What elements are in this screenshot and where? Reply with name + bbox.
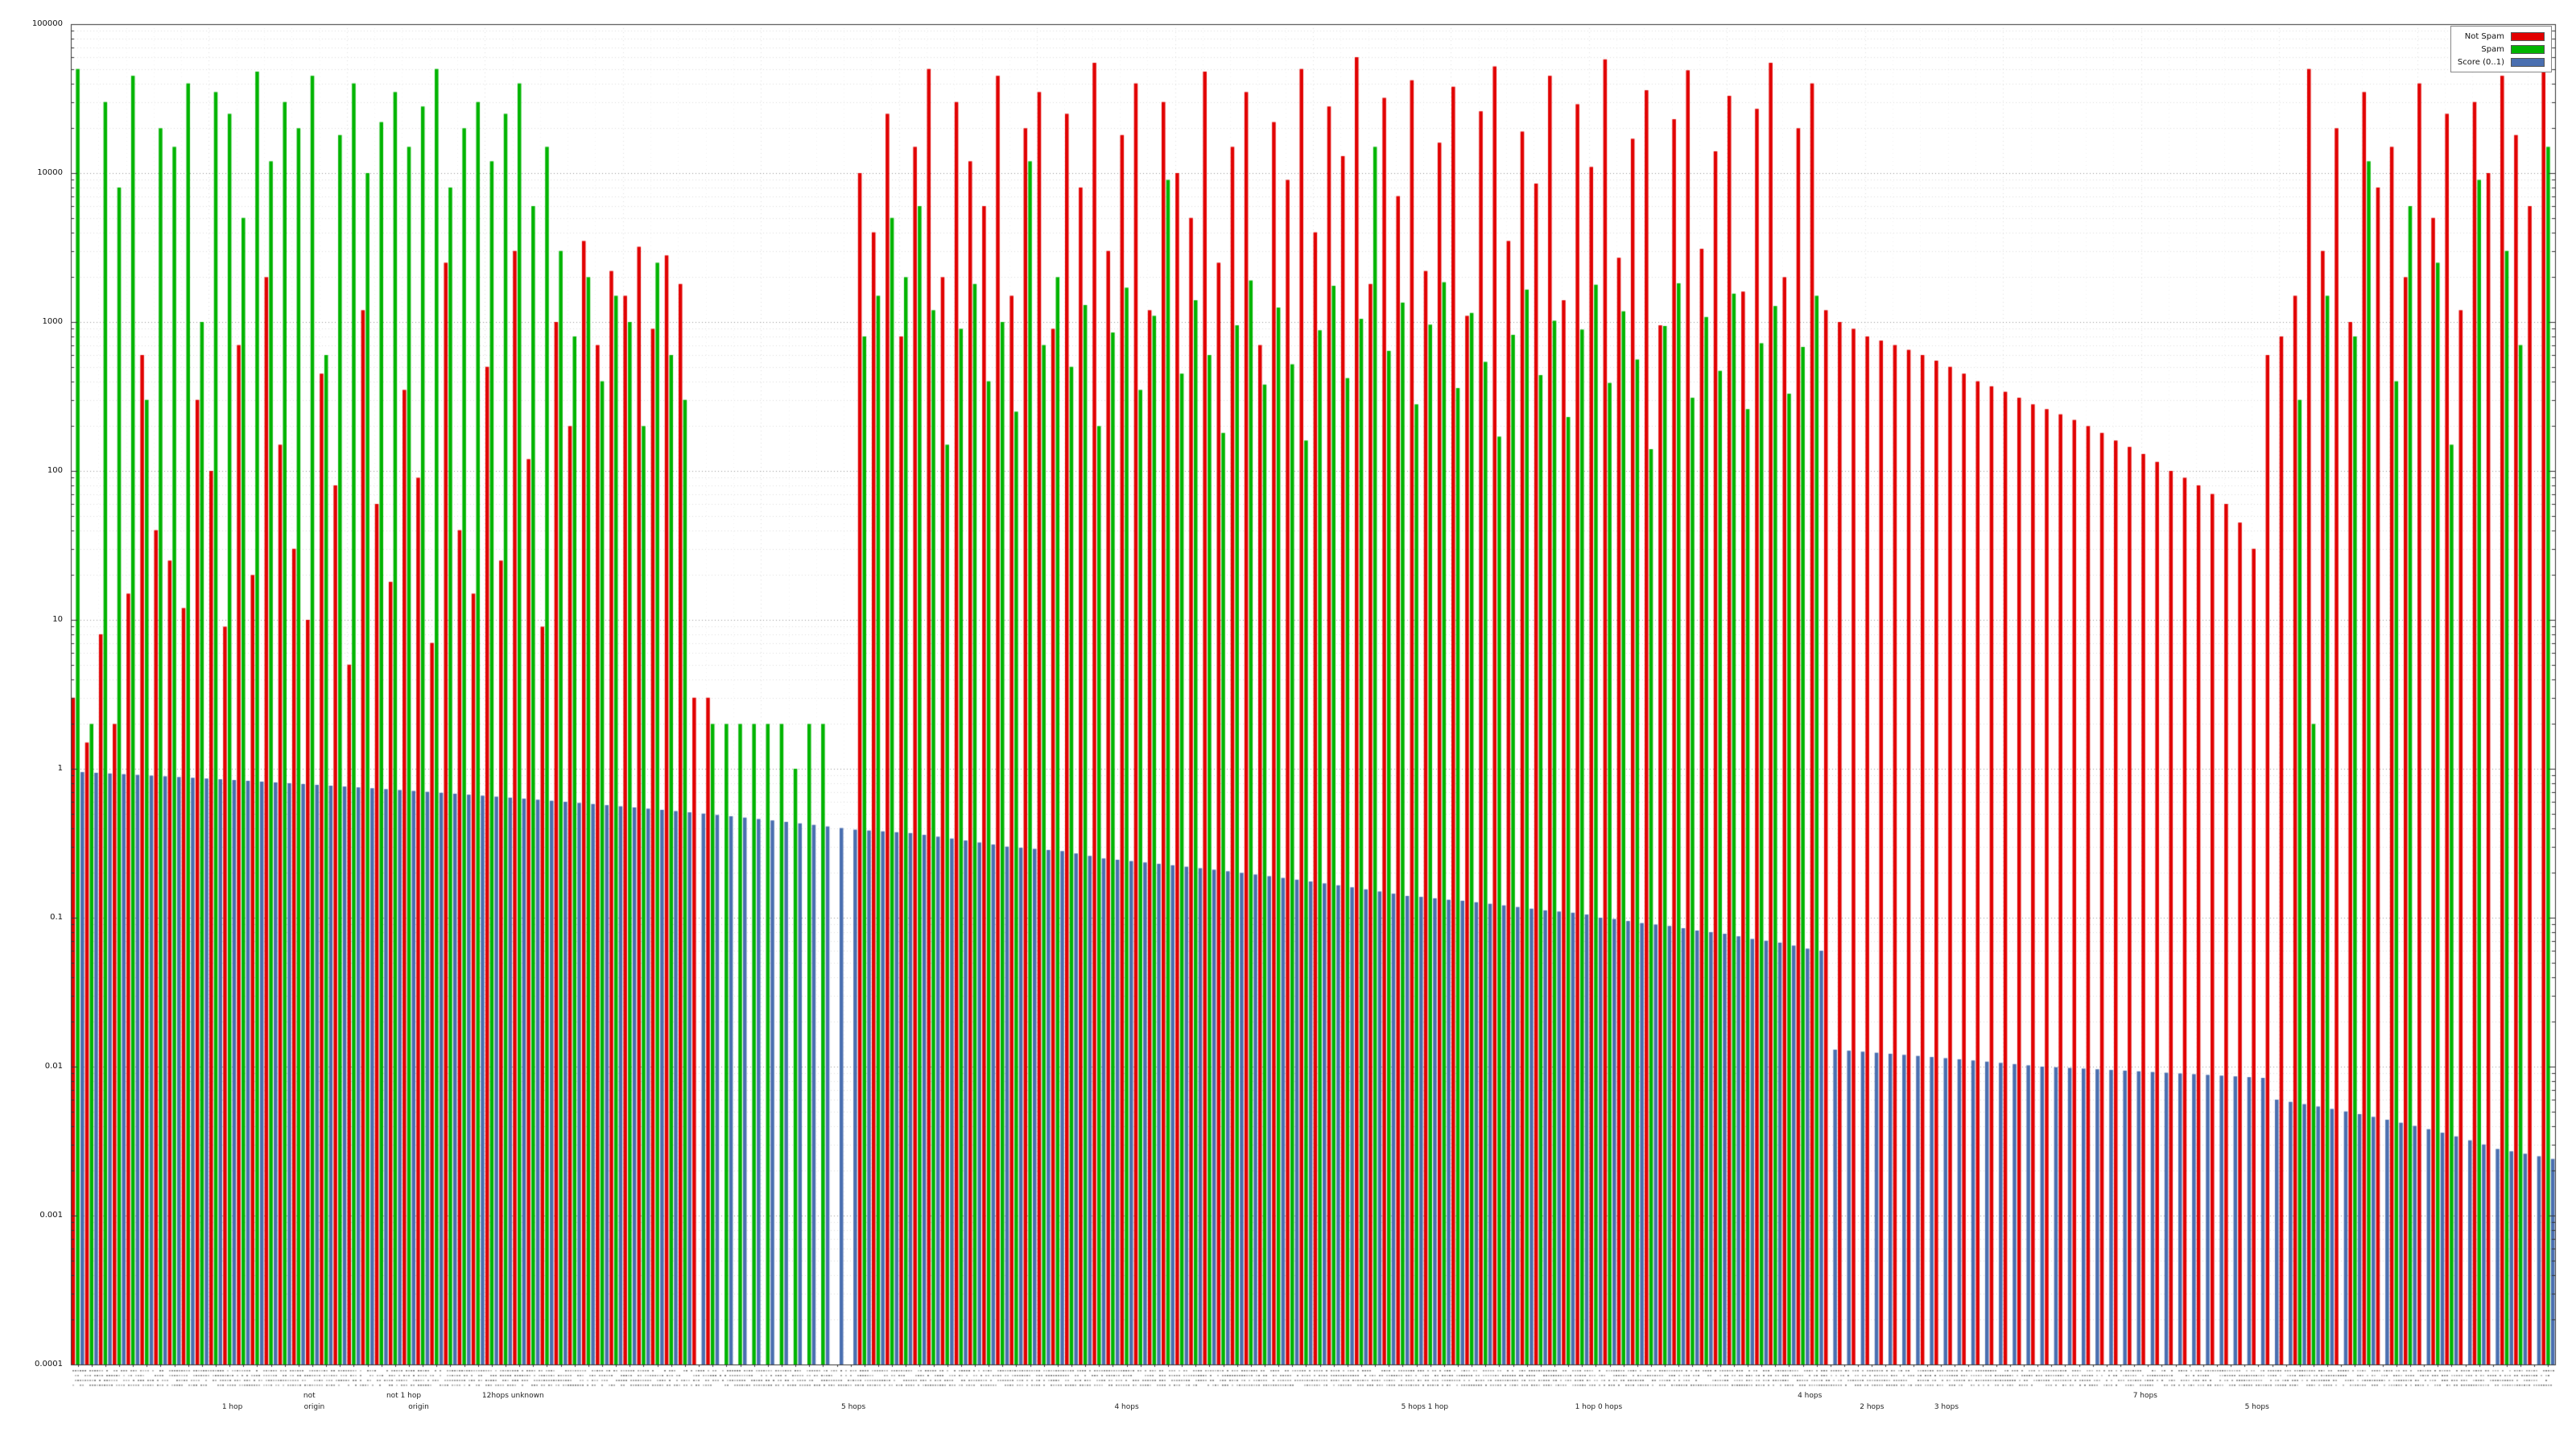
x-group-label: not bbox=[303, 1392, 316, 1400]
x-group-label: origin bbox=[303, 1403, 325, 1411]
y-tick-label: 10 bbox=[52, 615, 63, 624]
x-group-label: 7 hops bbox=[2132, 1392, 2157, 1400]
x-group-label: origin bbox=[408, 1403, 429, 1411]
x-group-label: 4 hops bbox=[1798, 1392, 1823, 1400]
legend-label-score: Score (0..1) bbox=[2457, 57, 2504, 67]
legend-swatch-spam bbox=[2511, 44, 2545, 54]
legend-item-score: Score (0..1) bbox=[2458, 56, 2545, 68]
legend-item-spam: Spam bbox=[2458, 43, 2545, 56]
legend-swatch-not-spam bbox=[2511, 31, 2545, 41]
legend: Not Spam Spam Score (0..1) bbox=[2450, 26, 2552, 72]
y-tick-label: 100 bbox=[47, 466, 63, 475]
legend-swatch-score bbox=[2511, 57, 2545, 67]
y-tick-label: 0.001 bbox=[39, 1211, 63, 1220]
legend-label-not-spam: Not Spam bbox=[2464, 31, 2504, 41]
legend-item-not-spam: Not Spam bbox=[2458, 30, 2545, 43]
y-tick-label: 10000 bbox=[37, 168, 63, 177]
x-group-label: not 1 hop bbox=[386, 1392, 422, 1400]
legend-label-spam: Spam bbox=[2481, 44, 2504, 54]
x-group-label: 5 hops bbox=[2244, 1403, 2269, 1411]
x-group-label: 1 hop 0 hops bbox=[1575, 1403, 1623, 1411]
y-tick-label: 1 bbox=[57, 764, 63, 773]
y-tick-label: 1000 bbox=[42, 317, 63, 326]
x-group-label: 2 hops bbox=[1860, 1403, 1885, 1411]
y-tick-label: 0.1 bbox=[50, 913, 63, 922]
y-tick-label: 100000 bbox=[31, 19, 63, 28]
x-group-label: 12hops unknown bbox=[481, 1392, 544, 1400]
y-tick-label: 0.0001 bbox=[35, 1360, 63, 1368]
y-tick-label: 0.01 bbox=[44, 1062, 63, 1071]
x-group-label: 3 hops bbox=[1934, 1403, 1959, 1411]
x-group-label: 1 hop bbox=[221, 1403, 243, 1411]
x-group-label: 5 hops 1 hop bbox=[1401, 1403, 1449, 1411]
x-group-label: 4 hops bbox=[1114, 1403, 1139, 1411]
x-group-label: 5 hops bbox=[840, 1403, 866, 1411]
